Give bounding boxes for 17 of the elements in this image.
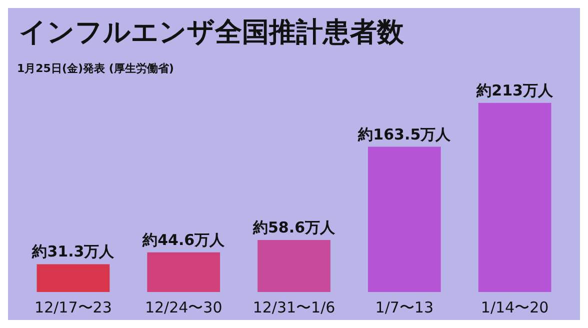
x-tick-label: 1/14〜20 [480, 298, 549, 316]
data-label: 約44.6万人 [142, 230, 226, 249]
bar [147, 252, 220, 292]
bar [368, 146, 441, 292]
x-tick-label: 1/7〜13 [375, 298, 434, 316]
x-tick-label: 12/24〜30 [144, 298, 222, 316]
data-label: 約58.6万人 [252, 218, 336, 236]
chart-subtitle: 1月25日(金)発表 (厚生労働省) [17, 62, 174, 75]
bar [478, 102, 552, 292]
x-tick-label: 12/31〜1/6 [252, 298, 336, 316]
bar [258, 240, 330, 292]
data-label: 約31.3万人 [31, 242, 116, 261]
chart-title: インフルエンザ全国推計患者数 [19, 17, 405, 48]
data-label: 約213万人 [476, 81, 554, 100]
x-tick-label: 12/17〜23 [34, 298, 112, 316]
data-label: 約163.5万人 [357, 125, 452, 144]
bar [36, 264, 110, 292]
